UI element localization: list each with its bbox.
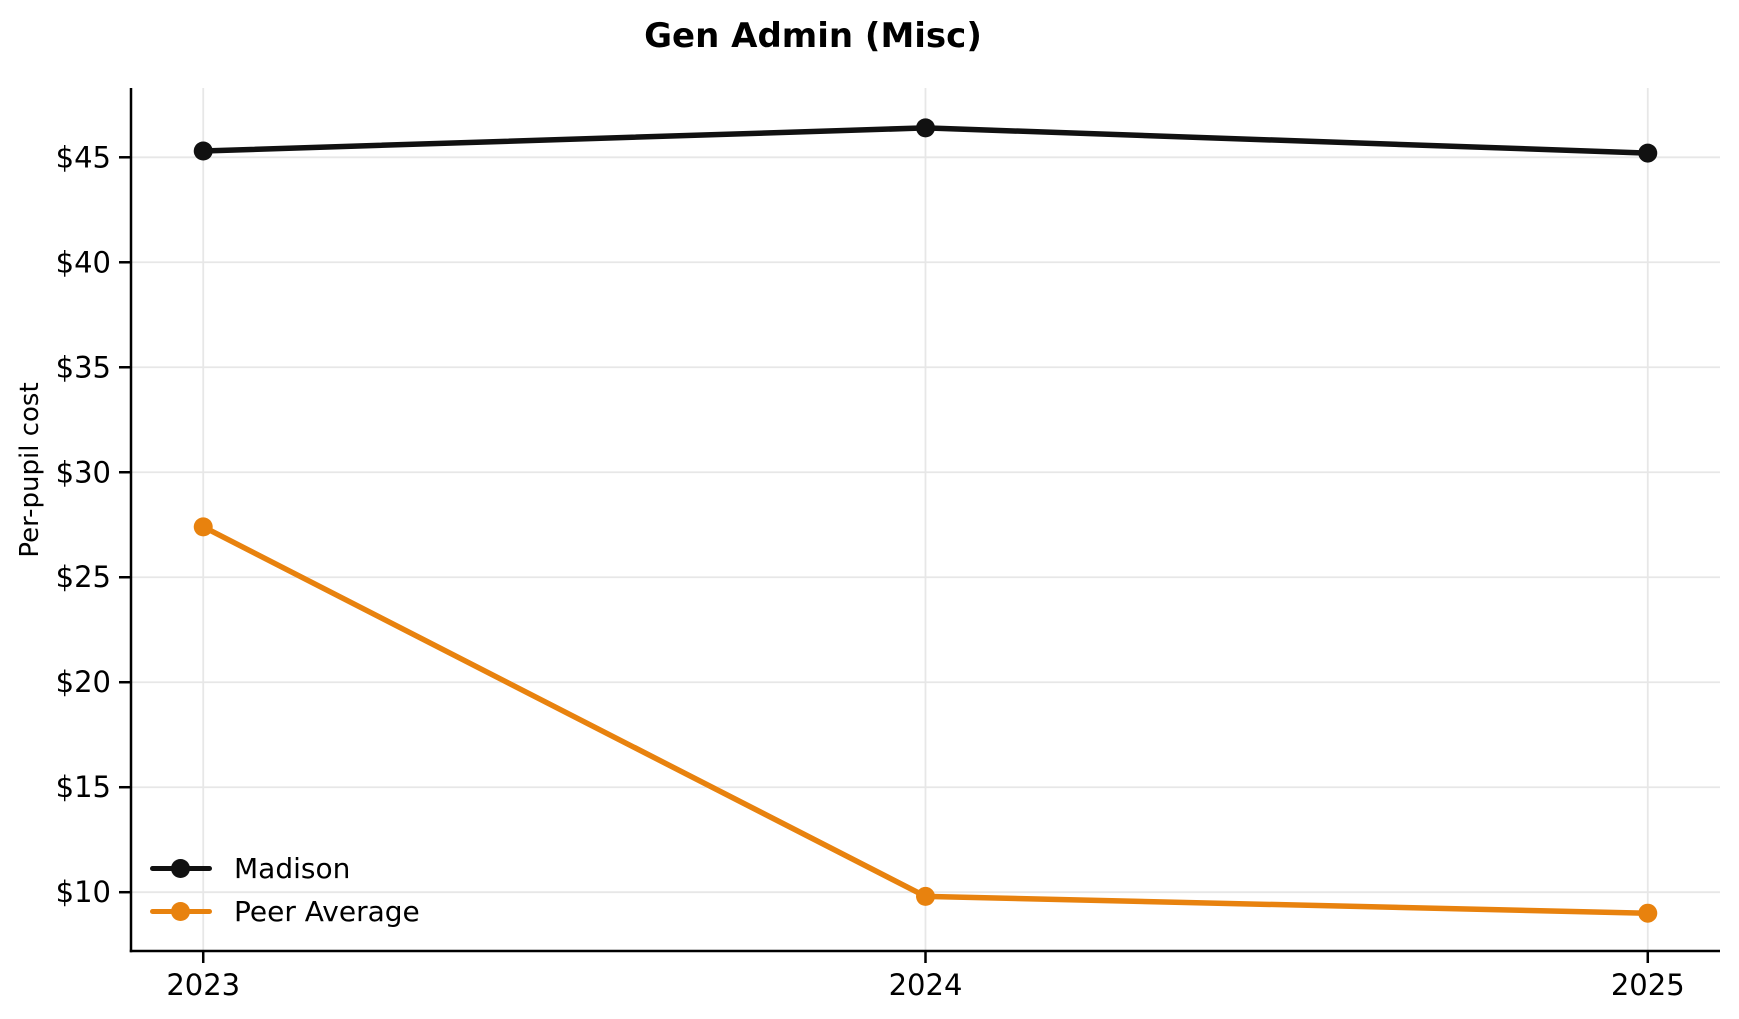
y-tick-label: $45 [56,140,111,174]
legend-item-madison: Madison [150,847,420,890]
legend-label-peer-average: Peer Average [234,895,420,928]
data-point-peer-average [916,886,935,906]
x-tick-label: 2024 [889,968,963,1002]
data-point-peer-average [1638,903,1658,923]
madison-line-swatch [150,859,212,878]
peer-average-legend-marker [171,902,190,921]
y-tick-label: $15 [56,770,111,804]
peer-average-line-swatch [150,902,212,921]
madison-legend-marker [171,859,190,878]
data-point-peer-average [193,517,213,537]
y-tick-label: $30 [56,455,111,489]
x-tick-label: 2025 [1611,968,1685,1002]
chart-title: Gen Admin (Misc) [644,16,982,56]
legend-label-madison: Madison [234,852,351,885]
data-point-madison [1638,143,1658,163]
legend-item-peer-average: Peer Average [150,890,420,933]
y-tick-label: $10 [56,875,111,909]
legend: Madison Peer Average [150,847,420,933]
x-tick-label: 2023 [166,968,240,1002]
y-tick-label: $20 [56,665,111,699]
data-point-madison [916,118,935,138]
y-tick-label: $35 [56,350,111,384]
data-point-madison [193,141,213,161]
y-tick-label: $40 [56,245,111,279]
y-tick-label: $25 [56,560,111,594]
